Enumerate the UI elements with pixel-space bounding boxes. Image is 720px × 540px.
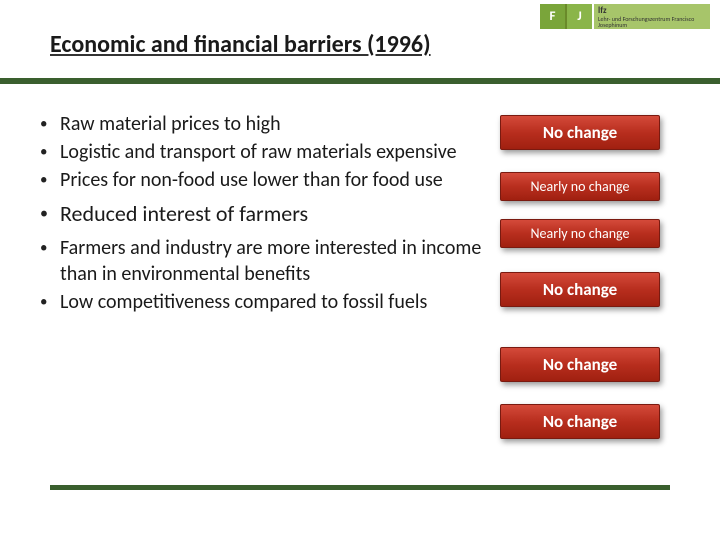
bullet-text: Raw material prices to high bbox=[60, 111, 281, 137]
bullet-text: Farmers and industry are more interested… bbox=[60, 235, 490, 287]
bullet-dot-icon: • bbox=[38, 111, 60, 137]
content-area: •Raw material prices to high•Logistic an… bbox=[0, 71, 720, 439]
logo-f: F bbox=[540, 4, 565, 29]
logo-j: J bbox=[567, 4, 592, 29]
bullet-item: •Farmers and industry are more intereste… bbox=[38, 235, 490, 287]
logo-tagline: Lehr- und Forschungszentrum Francisco Jo… bbox=[598, 15, 694, 30]
logo-area: F J lfz Lehr- und Forschungszentrum Fran… bbox=[540, 4, 710, 29]
bullet-item: •Logistic and transport of raw materials… bbox=[38, 139, 490, 165]
status-column: No change Nearly no change Nearly no chang… bbox=[500, 111, 700, 439]
bullet-list: •Raw material prices to high•Logistic an… bbox=[38, 111, 500, 439]
bullet-item: •Raw material prices to high bbox=[38, 111, 490, 137]
footer-rule bbox=[50, 485, 670, 490]
bullet-text: Prices for non-food use lower than for f… bbox=[60, 167, 443, 193]
bullet-dot-icon: • bbox=[38, 289, 60, 315]
header-rule bbox=[0, 78, 720, 84]
bullet-dot-icon: • bbox=[38, 167, 60, 193]
bullet-text: Logistic and transport of raw materials … bbox=[60, 139, 457, 165]
logo-sub: lfz Lehr- und Forschungszentrum Francisc… bbox=[594, 4, 710, 29]
bullet-dot-icon: • bbox=[38, 235, 60, 261]
bullet-text: Low competitiveness compared to fossil f… bbox=[60, 289, 427, 315]
bullet-dot-icon: • bbox=[38, 139, 60, 165]
bullet-text: Reduced interest of farmers bbox=[60, 199, 308, 229]
bullet-item: •Reduced interest of farmers bbox=[38, 199, 490, 229]
status-badge: No change bbox=[500, 404, 660, 439]
bullet-dot-icon: • bbox=[38, 199, 60, 229]
status-badge: Nearly no change bbox=[500, 172, 660, 201]
status-badge: No change bbox=[500, 272, 660, 307]
bullet-item: •Prices for non-food use lower than for … bbox=[38, 167, 490, 193]
bullet-item: •Low competitiveness compared to fossil … bbox=[38, 289, 490, 315]
logo-box: F J bbox=[540, 4, 592, 29]
slide-title: Economic and financial barriers (1996) bbox=[50, 30, 720, 59]
status-badge: No change bbox=[500, 347, 660, 382]
status-badge: No change bbox=[500, 115, 660, 150]
status-badge: Nearly no change bbox=[500, 219, 660, 248]
